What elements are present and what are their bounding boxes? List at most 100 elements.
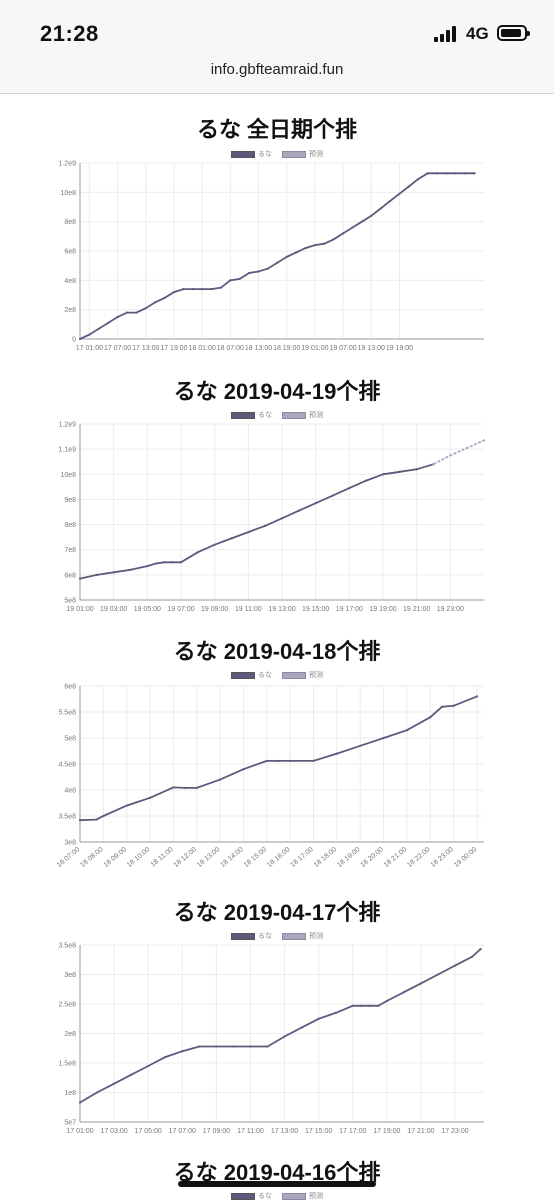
legend-item-actual[interactable]: るな — [231, 931, 272, 941]
legend-item-predicted[interactable]: 预测 — [282, 410, 323, 420]
data-point — [215, 1045, 218, 1048]
data-point — [379, 207, 382, 210]
legend-item-actual[interactable]: るな — [231, 1191, 272, 1200]
data-point — [179, 561, 183, 564]
data-point — [436, 973, 440, 976]
data-point — [135, 311, 138, 314]
url-text[interactable]: info.gbfteamraid.fun — [210, 61, 344, 78]
legend-label: るな — [258, 1193, 272, 1200]
x-tick-label: 17 15:00 — [305, 1128, 332, 1135]
y-tick-label: 1.2e9 — [58, 422, 76, 429]
chart-legend: るな 预测 — [0, 931, 554, 941]
x-tick-label: 17 21:00 — [407, 1128, 434, 1135]
data-point — [454, 172, 457, 175]
legend-label: 预测 — [309, 151, 323, 158]
data-point — [107, 321, 110, 324]
data-point — [230, 537, 233, 540]
data-point — [172, 290, 176, 294]
data-point — [415, 468, 418, 471]
data-point — [289, 759, 292, 762]
legend-item-predicted[interactable]: 预测 — [282, 149, 323, 159]
data-point — [470, 955, 474, 958]
data-point — [242, 768, 245, 771]
data-point — [95, 818, 98, 821]
data-point — [351, 1004, 354, 1007]
x-tick-label: 19 09:00 — [201, 606, 228, 613]
data-point — [130, 1073, 133, 1076]
legend-swatch — [231, 671, 255, 679]
data-point — [464, 172, 467, 175]
legend-item-actual[interactable]: るな — [231, 149, 272, 159]
data-point — [172, 786, 175, 789]
legend-item-actual[interactable]: るな — [231, 670, 272, 680]
battery-icon — [497, 25, 530, 41]
y-tick-label: 3.5e8 — [58, 943, 76, 950]
x-tick-label: 17 01:00 — [66, 1128, 93, 1135]
data-point — [417, 178, 420, 181]
data-point — [148, 796, 152, 799]
data-point — [304, 246, 307, 250]
x-tick-label: 19 23:00 — [437, 606, 464, 613]
series-line-predicted — [433, 439, 485, 465]
data-point — [198, 1045, 201, 1048]
legend-item-predicted[interactable]: 预测 — [282, 931, 323, 941]
data-point — [266, 267, 270, 270]
x-tick-label: 17 23:00 — [441, 1128, 468, 1135]
data-point — [359, 744, 362, 747]
legend-swatch — [231, 150, 255, 158]
home-indicator[interactable] — [178, 1181, 376, 1187]
y-tick-label: 5e7 — [64, 1120, 76, 1127]
x-tick-label: 19 03:00 — [100, 606, 127, 613]
data-point — [102, 814, 105, 818]
data-point — [183, 786, 187, 790]
data-point — [313, 244, 316, 247]
data-point — [171, 561, 174, 564]
data-point — [229, 279, 232, 282]
x-tick-label: 17 01:00 — [76, 345, 103, 352]
data-point — [285, 255, 288, 258]
y-tick-label: 3.5e8 — [58, 814, 76, 821]
data-point — [466, 446, 469, 449]
data-point — [213, 543, 216, 546]
x-tick-label: 17 03:00 — [100, 1128, 127, 1135]
chart-legend: るな 预测 — [0, 149, 554, 159]
address-bar[interactable]: info.gbfteamraid.fun — [0, 54, 554, 94]
data-point — [312, 759, 315, 762]
data-point — [191, 288, 194, 291]
data-point — [112, 571, 115, 574]
data-point — [129, 568, 132, 571]
data-point — [95, 573, 98, 576]
data-point — [482, 439, 486, 442]
legend-swatch — [231, 932, 255, 940]
chart-title-2019-04-17: るな 2019-04-17个排 — [173, 900, 381, 925]
data-point — [147, 1064, 150, 1068]
x-tick-label: 17 11:00 — [237, 1128, 264, 1135]
data-point — [154, 301, 157, 304]
data-point — [78, 577, 82, 580]
y-tick-label: 9e8 — [64, 497, 76, 504]
x-tick-label: 19 15:00 — [302, 606, 329, 613]
data-point — [334, 1011, 337, 1014]
y-tick-label: 1.2e9 — [58, 161, 76, 168]
data-point — [381, 473, 385, 476]
x-tick-label: 18 07:00 — [217, 345, 244, 352]
series-line-actual — [79, 695, 478, 822]
data-point — [257, 270, 260, 273]
legend-label: 预测 — [309, 1193, 323, 1200]
x-tick-label: 19 01:00 — [66, 606, 93, 613]
y-tick-label: 8e8 — [64, 522, 76, 529]
legend-item-predicted[interactable]: 预测 — [282, 670, 323, 680]
legend-item-actual[interactable]: るな — [231, 410, 272, 420]
chart-legend: るな 预测 — [0, 670, 554, 680]
legend-swatch — [282, 671, 306, 679]
legend-swatch — [282, 150, 306, 158]
x-tick-label: 19 11:00 — [235, 606, 262, 613]
x-tick-label: 19 07:00 — [329, 345, 356, 352]
data-point — [125, 311, 129, 314]
y-tick-label: 6e8 — [64, 249, 76, 256]
x-tick-label: 19 21:00 — [403, 606, 430, 613]
data-point — [398, 192, 401, 195]
legend-item-predicted[interactable]: 预测 — [282, 1191, 323, 1200]
